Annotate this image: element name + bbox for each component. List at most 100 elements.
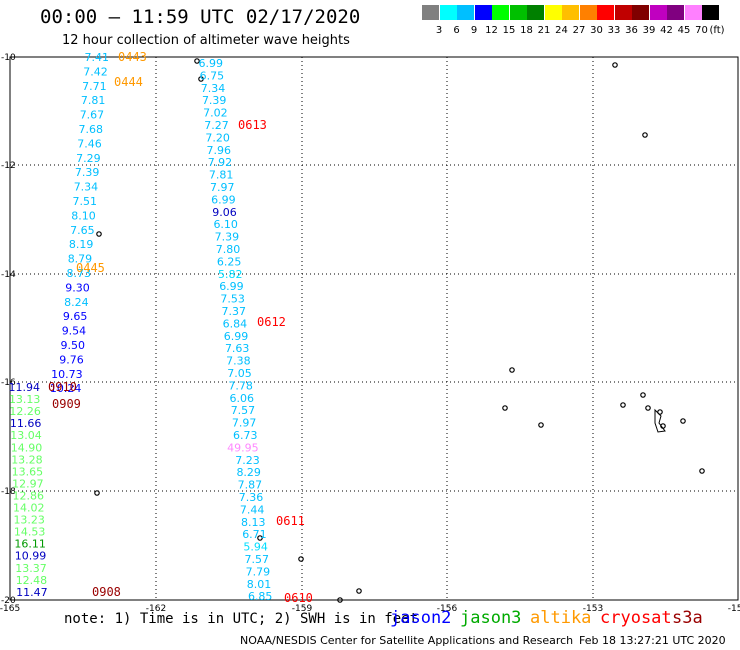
scale-label: 3: [435, 25, 443, 36]
scale-swatch: [439, 5, 457, 20]
scale-label: 42: [660, 25, 673, 36]
swh-value-middle-track: 6.99: [219, 280, 244, 293]
swh-value-lower-track: 13.65: [12, 465, 44, 478]
swh-value-middle-track: 7.27: [204, 119, 229, 132]
swh-value-middle-track: 7.36: [239, 491, 264, 504]
legend-jason3: jason3: [460, 608, 522, 628]
swh-value-left-track: 10.73: [51, 368, 83, 381]
scale-swatch: [579, 5, 597, 20]
footer-note: note: 1) Time is in UTC; 2) SWH is in fe…: [64, 611, 419, 627]
scale-label: 24: [555, 25, 568, 36]
swh-value-middle-track: 7.57: [245, 553, 270, 566]
swh-value-middle-track: 7.96: [207, 144, 232, 157]
swh-value-left-track: 7.51: [73, 195, 98, 208]
swh-value-lower-track: 13.28: [11, 453, 43, 466]
legend-cryosat: cryosat: [600, 608, 672, 628]
island-outline: [640, 392, 646, 398]
y-tick-label: -20: [1, 596, 16, 606]
swh-value-left-track: 7.67: [80, 109, 105, 122]
swh-value-middle-track: 6.99: [224, 330, 249, 343]
swh-value-left-track: 9.30: [65, 281, 90, 294]
swh-value-middle-track: 6.99: [211, 193, 236, 206]
scale-swatch: [597, 5, 614, 20]
pass-time-tag: 0612: [257, 315, 286, 329]
scale-swatch: [684, 5, 702, 20]
x-tick-label: -159: [292, 604, 313, 614]
swh-value-middle-track: 6.71: [242, 528, 267, 541]
swh-value-lower-track: 12.26: [9, 405, 41, 418]
legend-s3a: s3a: [672, 608, 703, 628]
island-outline: [356, 588, 362, 594]
scale-label: 27: [572, 25, 586, 36]
x-tick-label: -165: [0, 604, 20, 614]
swh-value-left-track: 8.79: [68, 253, 93, 266]
island-outline: [96, 231, 102, 237]
swh-value-left-track: 8.73: [67, 267, 92, 280]
swh-value-middle-track: 7.39: [202, 94, 227, 107]
swh-value-lower-track: 12.86: [13, 489, 45, 502]
scale-label: 33: [607, 25, 621, 36]
pass-time-tag: 0444: [114, 75, 143, 89]
swh-value-middle-track: 6.25: [217, 255, 242, 268]
island-outline: [94, 490, 100, 496]
swh-value-middle-track: 9.06: [212, 206, 237, 219]
swh-value-middle-track: 7.20: [205, 131, 230, 144]
scale-label: 9: [470, 25, 478, 36]
pass-time-tag: 0613: [238, 118, 267, 132]
scale-label: 21: [537, 25, 551, 36]
swh-value-middle-track: 7.53: [220, 293, 245, 306]
swh-value-lower-track: 14.02: [13, 502, 45, 515]
x-tick-label: -156: [437, 604, 458, 614]
swh-value-middle-track: 7.34: [201, 82, 226, 95]
scale-swatch: [614, 5, 632, 20]
swh-value-left-track: 9.50: [61, 339, 86, 352]
swh-value-middle-track: 7.87: [238, 479, 263, 492]
scale-swatch: [667, 5, 684, 20]
swh-value-middle-track: 7.79: [246, 565, 271, 578]
scale-swatch: [492, 5, 509, 20]
scale-swatch: [509, 5, 527, 20]
swh-value-middle-track: 7.37: [222, 305, 247, 318]
swh-value-middle-track: 7.97: [232, 417, 257, 430]
scale-swatch: [562, 5, 579, 20]
island-outline: [502, 405, 508, 411]
pass-time-tag: 0443: [118, 50, 147, 64]
swh-value-lower-track: 11.47: [16, 586, 48, 599]
scale-swatch: [632, 5, 649, 20]
page-title: 00:00 – 11:59 UTC 02/17/2020: [40, 6, 361, 28]
swh-value-middle-track: 6.84: [223, 317, 248, 330]
swh-value-middle-track: 7.57: [231, 404, 256, 417]
scale-swatch: [422, 5, 439, 20]
scale-swatch: [474, 5, 492, 20]
page-subtitle: 12 hour collection of altimeter wave hei…: [62, 33, 350, 48]
swh-value-middle-track: 7.80: [216, 243, 241, 256]
swh-value-left-track: 7.41: [85, 51, 110, 64]
swh-value-middle-track: 7.39: [215, 231, 240, 244]
swh-value-middle-track: 6.99: [199, 57, 224, 70]
swh-value-lower-track: 13.13: [9, 393, 41, 406]
swh-value-left-track: 9.76: [59, 353, 84, 366]
y-tick-label: -14: [1, 270, 16, 280]
x-tick-label: -150: [728, 604, 740, 614]
swh-value-left-track: 7.71: [82, 80, 107, 93]
legend-altika: altika: [530, 608, 592, 628]
x-tick-label: -153: [583, 604, 603, 614]
scale-label: 6: [453, 25, 460, 36]
swh-value-middle-track: 7.63: [225, 342, 250, 355]
pass-time-tag: 0611: [276, 514, 305, 528]
swh-value-left-track: 7.65: [70, 224, 95, 237]
swh-value-middle-track: 7.44: [240, 503, 265, 516]
scale-label: 45: [677, 25, 691, 36]
swh-value-middle-track: 7.97: [210, 181, 235, 194]
scale-label: 70: [695, 25, 708, 36]
swh-value-left-track: 10.24: [50, 382, 82, 395]
scale-swatch: [527, 5, 544, 20]
swh-value-middle-track: 8.29: [236, 466, 261, 479]
y-tick-label: -10: [1, 53, 16, 63]
swh-value-middle-track: 8.01: [247, 578, 272, 591]
island-outline: [620, 402, 626, 408]
credit-line: NOAA/NESDIS Center for Satellite Applica…: [240, 634, 574, 647]
y-tick-label: -12: [1, 161, 16, 171]
swh-value-middle-track: 7.78: [228, 379, 253, 392]
